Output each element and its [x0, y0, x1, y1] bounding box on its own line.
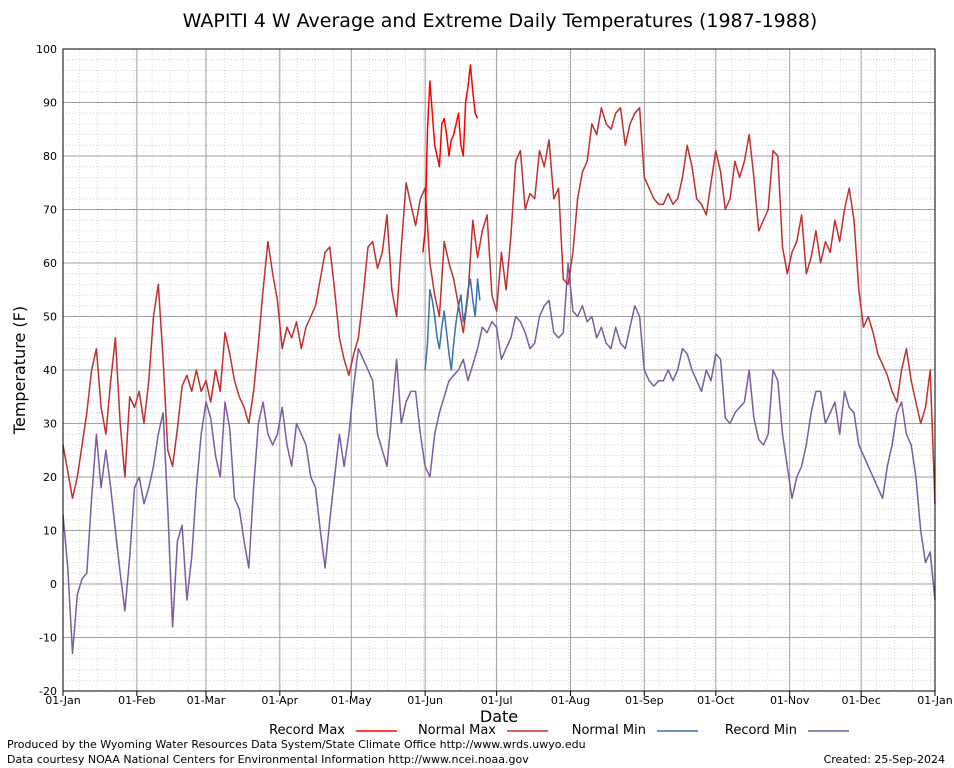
- footer-credit-wrds: Produced by the Wyoming Water Resources …: [7, 738, 586, 751]
- x-tick-label: 01-Jun: [407, 694, 443, 707]
- x-tick-label: 01-Dec: [842, 694, 881, 707]
- y-tick-label: 0: [50, 578, 57, 591]
- plot-border: [62, 48, 936, 692]
- x-tick-label: 01-Mar: [187, 694, 226, 707]
- series-line-record-max: [422, 64, 479, 253]
- x-tick-label: 01-May: [331, 694, 372, 707]
- legend-label-normal-min: Normal Min: [572, 723, 646, 738]
- x-tick-label: 01-Jan: [917, 694, 953, 707]
- x-tick-label: 01-Aug: [551, 694, 590, 707]
- series-line-normal-min: [424, 278, 481, 371]
- y-tick-label: 60: [43, 257, 57, 270]
- y-tick-label: 10: [43, 525, 57, 538]
- y-tick-label: -10: [39, 632, 57, 645]
- chart-title: WAPITI 4 W Average and Extreme Daily Tem…: [183, 10, 818, 32]
- x-tick-label: 01-Feb: [118, 694, 155, 707]
- y-axis-ticks: -20 -10 0 10 20 30 40 50 60 70 80 90 100: [36, 43, 57, 698]
- legend-label-record-min: Record Min: [725, 723, 797, 738]
- y-axis-label: Temperature (F): [10, 306, 29, 435]
- footer-created-date: Created: 25-Sep-2024: [824, 753, 945, 766]
- series-lines: [62, 64, 936, 655]
- legend: Record Max Normal Max Normal Min Record …: [269, 723, 849, 738]
- x-tick-label: 01-Apr: [261, 694, 298, 707]
- x-tick-label: 01-Sep: [625, 694, 664, 707]
- x-tick-label: 01-Nov: [770, 694, 810, 707]
- series-line-normal-max: [62, 107, 936, 504]
- x-tick-label: 01-Jan: [45, 694, 81, 707]
- plot-area: [62, 48, 936, 692]
- x-tick-label: 01-Oct: [697, 694, 735, 707]
- y-tick-label: 20: [43, 471, 57, 484]
- y-tick-label: 50: [43, 311, 57, 324]
- series-line-record-min: [62, 262, 936, 655]
- x-axis-ticks: 01-Jan 01-Feb 01-Mar 01-Apr 01-May 01-Jun 01-J…: [45, 691, 953, 707]
- major-gridlines: [63, 49, 935, 691]
- y-tick-label: 40: [43, 364, 57, 377]
- y-tick-label: 70: [43, 204, 57, 217]
- x-tick-label: 01-Jul: [481, 694, 513, 707]
- x-axis-label: Date: [480, 707, 518, 726]
- y-tick-label: 90: [43, 97, 57, 110]
- legend-label-record-max: Record Max: [269, 723, 345, 738]
- y-tick-label: 80: [43, 150, 57, 163]
- footer-credit-noaa: Data courtesy NOAA National Centers for …: [7, 753, 529, 766]
- y-tick-label: 30: [43, 418, 57, 431]
- legend-label-normal-max: Normal Max: [418, 723, 496, 738]
- y-tick-label: -20: [39, 685, 57, 698]
- y-tick-label: 100: [36, 43, 57, 56]
